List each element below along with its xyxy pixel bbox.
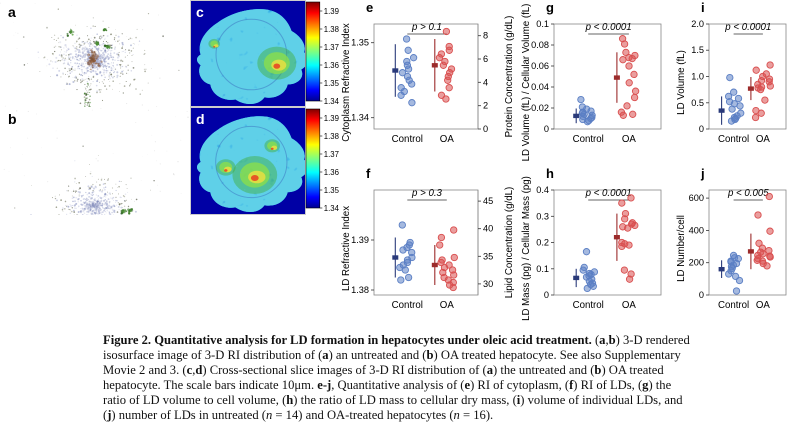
svg-text:1.39: 1.39 <box>351 235 369 245</box>
svg-text:0: 0 <box>699 290 704 300</box>
svg-text:OA: OA <box>440 300 455 311</box>
svg-text:1.0: 1.0 <box>691 72 704 82</box>
svg-text:0: 0 <box>483 124 488 134</box>
svg-text:e: e <box>366 0 373 15</box>
svg-text:0.02: 0.02 <box>531 103 549 113</box>
svg-text:1.36: 1.36 <box>324 168 339 177</box>
svg-text:4: 4 <box>483 77 488 87</box>
svg-text:j: j <box>700 166 705 181</box>
svg-text:1.35: 1.35 <box>351 38 369 48</box>
svg-text:1.34: 1.34 <box>324 97 340 106</box>
svg-text:1.5: 1.5 <box>691 45 704 55</box>
svg-text:h: h <box>546 166 554 181</box>
svg-text:p < 0.0001: p < 0.0001 <box>585 22 632 33</box>
svg-text:1.38: 1.38 <box>351 285 369 295</box>
svg-text:2.0: 2.0 <box>691 19 704 29</box>
svg-text:0.2: 0.2 <box>536 238 549 248</box>
svg-text:LD Refractive Index: LD Refractive Index <box>341 206 352 291</box>
svg-text:LD Volume (fL): LD Volume (fL) <box>676 50 687 115</box>
svg-text:p > 0.3: p > 0.3 <box>411 188 443 199</box>
svg-text:p < 0.0001: p < 0.0001 <box>724 22 771 33</box>
svg-text:40: 40 <box>483 224 493 234</box>
svg-text:35: 35 <box>483 251 493 261</box>
svg-text:400: 400 <box>689 225 704 235</box>
svg-text:OA: OA <box>622 300 637 311</box>
svg-text:0.1: 0.1 <box>536 19 549 29</box>
svg-text:p < 0.005: p < 0.005 <box>727 188 769 199</box>
svg-text:1.37: 1.37 <box>324 43 339 52</box>
svg-text:2: 2 <box>483 101 488 111</box>
svg-text:600: 600 <box>689 193 704 203</box>
svg-text:g: g <box>546 0 554 15</box>
svg-text:1.39: 1.39 <box>324 114 339 123</box>
svg-text:Protein Concentration (g/dL): Protein Concentration (g/dL) <box>504 16 515 138</box>
svg-text:0.5: 0.5 <box>691 98 704 108</box>
svg-text:1.38: 1.38 <box>324 132 339 141</box>
svg-text:6: 6 <box>483 54 488 64</box>
svg-text:1.39: 1.39 <box>324 7 339 16</box>
svg-text:1.34: 1.34 <box>324 204 340 213</box>
svg-text:i: i <box>701 0 705 15</box>
svg-text:1.35: 1.35 <box>324 79 340 88</box>
svg-text:Lipid Concentration (g/dL): Lipid Concentration (g/dL) <box>504 187 515 298</box>
svg-text:0.1: 0.1 <box>536 264 549 274</box>
svg-text:0.4: 0.4 <box>536 185 549 195</box>
svg-text:1.36: 1.36 <box>324 61 339 70</box>
svg-text:Control: Control <box>718 134 749 145</box>
svg-text:1.34: 1.34 <box>351 113 369 123</box>
svg-text:Cytoplasm Refractive Index: Cytoplasm Refractive Index <box>341 23 352 142</box>
svg-text:LD Volume (fL) / Cellular Volu: LD Volume (fL) / Cellular Volume (fL) <box>521 4 532 162</box>
svg-text:0.3: 0.3 <box>536 211 549 221</box>
svg-text:OA: OA <box>622 134 637 145</box>
svg-text:Control: Control <box>392 134 423 145</box>
svg-text:Control: Control <box>573 300 604 311</box>
svg-text:1.35: 1.35 <box>324 186 340 195</box>
svg-text:0: 0 <box>544 124 549 134</box>
svg-text:OA: OA <box>756 134 771 145</box>
svg-text:p < 0.0001: p < 0.0001 <box>585 188 632 199</box>
svg-text:LD Mass (pg) / Cellular Mass (: LD Mass (pg) / Cellular Mass (pg) <box>521 176 532 321</box>
svg-text:Control: Control <box>718 300 749 311</box>
svg-text:0: 0 <box>544 290 549 300</box>
svg-text:Control: Control <box>392 300 423 311</box>
svg-text:Control: Control <box>573 134 604 145</box>
svg-text:45: 45 <box>483 196 493 206</box>
svg-text:0: 0 <box>699 124 704 134</box>
svg-text:30: 30 <box>483 279 493 289</box>
svg-text:200: 200 <box>689 258 704 268</box>
svg-text:1.37: 1.37 <box>324 150 339 159</box>
svg-text:1.38: 1.38 <box>324 25 339 34</box>
svg-text:f: f <box>366 166 371 181</box>
svg-text:0.06: 0.06 <box>531 61 549 71</box>
svg-text:0.08: 0.08 <box>531 40 549 50</box>
svg-text:OA: OA <box>440 134 455 145</box>
svg-text:LD Number/cell: LD Number/cell <box>676 215 687 282</box>
svg-text:8: 8 <box>483 31 488 41</box>
svg-text:0.04: 0.04 <box>531 82 549 92</box>
svg-text:p > 0.1: p > 0.1 <box>411 22 442 33</box>
svg-text:OA: OA <box>756 300 771 311</box>
